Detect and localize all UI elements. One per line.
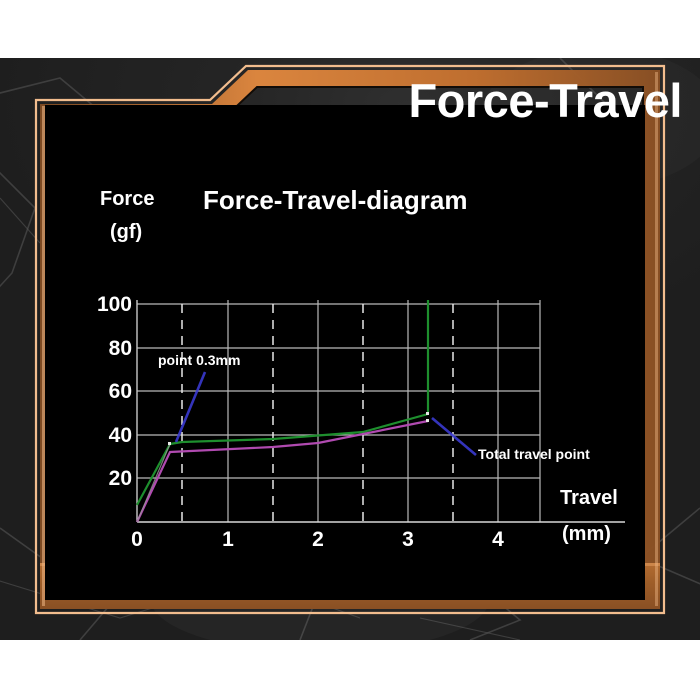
annotation-total-travel: Total travel point bbox=[478, 446, 590, 462]
data-point-markers bbox=[168, 412, 429, 445]
x-tick-0: 0 bbox=[131, 528, 143, 551]
frame-left-highlight bbox=[42, 106, 45, 606]
y-tick-20: 20 bbox=[108, 467, 132, 490]
annotation-point-03mm: point 0.3mm bbox=[158, 352, 241, 368]
annotation-leaders bbox=[174, 371, 477, 456]
x-tick-4: 4 bbox=[492, 528, 504, 551]
series-press-stroke bbox=[136, 300, 430, 506]
frame-right-highlight bbox=[655, 72, 658, 606]
y-tick-100: 100 bbox=[96, 293, 132, 316]
x-tick-2: 2 bbox=[312, 528, 324, 551]
x-tick-1: 1 bbox=[222, 528, 234, 551]
series-release-stroke bbox=[136, 419, 429, 523]
y-axis-label: Force bbox=[100, 188, 155, 210]
origin-rise-guide bbox=[136, 443, 171, 523]
y-tick-80: 80 bbox=[108, 337, 132, 360]
chart-panel bbox=[45, 105, 645, 600]
page-title: Force-Travel bbox=[408, 74, 682, 127]
x-axis-unit: (mm) bbox=[562, 523, 611, 545]
chart-grid bbox=[136, 300, 625, 523]
x-axis-label: Travel bbox=[560, 487, 618, 509]
chart-title: Force-Travel-diagram bbox=[203, 185, 468, 215]
y-tick-60: 60 bbox=[108, 380, 132, 403]
y-axis-unit: (gf) bbox=[110, 221, 143, 243]
x-tick-3: 3 bbox=[402, 528, 414, 551]
frame-outline-light bbox=[34, 64, 666, 615]
y-tick-40: 40 bbox=[108, 424, 132, 447]
